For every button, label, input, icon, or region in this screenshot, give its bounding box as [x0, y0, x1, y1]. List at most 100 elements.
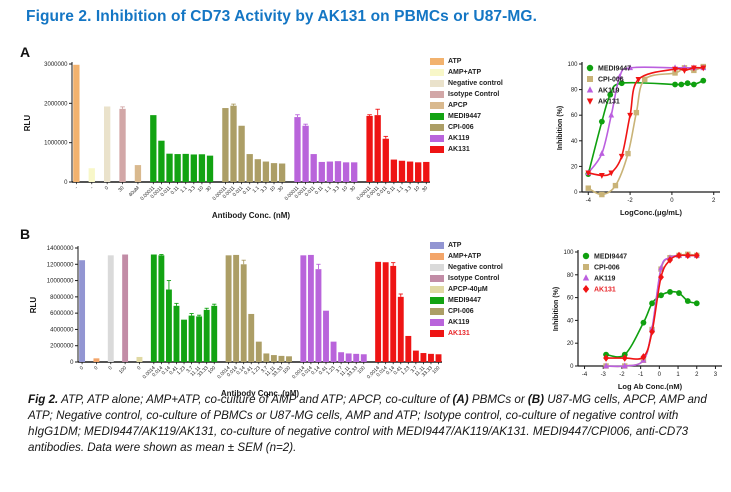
- bar: [248, 313, 255, 362]
- triangle-up-marker: [582, 274, 590, 281]
- bar: [198, 154, 206, 182]
- legend-item: APCP: [430, 101, 503, 109]
- y-tick-label: 6000000: [50, 311, 74, 317]
- bar: [173, 305, 180, 362]
- legend-swatch: [430, 123, 444, 131]
- bar: [165, 289, 172, 362]
- x-tick-label: 30: [277, 185, 285, 193]
- bar: [351, 162, 358, 182]
- x-tick-label: 100: [282, 365, 292, 375]
- legend-label: AMP+ATP: [448, 252, 482, 260]
- legend-label: Isotype Control: [448, 90, 500, 98]
- triangle-down-marker: [681, 68, 688, 74]
- legend-swatch: [430, 241, 444, 249]
- legend-label: AK131: [598, 99, 620, 106]
- bar: [323, 310, 329, 362]
- square-marker: [599, 191, 605, 198]
- x-tick-label: 0.11: [242, 185, 253, 196]
- legend-label: APCP: [448, 101, 468, 109]
- circle-marker: [684, 80, 691, 87]
- bar: [390, 159, 398, 182]
- legend-label: AK119: [448, 134, 470, 142]
- circle-marker: [582, 252, 590, 260]
- legend-item: AK131: [430, 329, 503, 337]
- bar: [366, 115, 373, 182]
- x-tick-label: -3: [601, 372, 607, 378]
- bar: [405, 335, 412, 362]
- circle-marker: [607, 91, 614, 98]
- legend-item: ATP: [430, 241, 503, 249]
- y-tick-label: 12000000: [47, 262, 74, 268]
- bar: [182, 153, 189, 182]
- bar: [294, 117, 301, 182]
- x-tick-label: 1.23: [325, 365, 336, 376]
- y-tick-label: 8000000: [50, 295, 74, 301]
- square-marker: [587, 76, 593, 82]
- bar: [263, 353, 270, 362]
- legend-item: AK119: [430, 134, 503, 142]
- bar: [270, 163, 278, 182]
- diamond-marker: [676, 251, 682, 260]
- y-tick-label: 20: [571, 164, 578, 170]
- bar: [230, 105, 237, 182]
- x-tick-label: 0.11: [314, 185, 325, 196]
- x-axis-title: Antibody Conc. (nM): [221, 389, 300, 398]
- y-tick-label: 3000000: [44, 62, 68, 68]
- legend-item: AMP+ATP: [430, 252, 503, 260]
- y-tick-label: 1000000: [44, 141, 68, 147]
- x-tick-label: -4: [582, 372, 588, 378]
- x-tick-label: 30: [421, 185, 429, 193]
- x-tick-label: 0: [658, 372, 662, 378]
- diamond-marker: [667, 256, 673, 264]
- legend-label: MEDI9447: [594, 254, 627, 261]
- figure-title: Figure 2. Inhibition of CD73 Activity by…: [26, 8, 537, 25]
- legend-swatch: [430, 296, 444, 304]
- y-axis-title: RLU: [29, 297, 38, 314]
- legend-swatch: [430, 329, 444, 337]
- triangle-up-marker: [586, 86, 594, 93]
- bar: [225, 255, 232, 362]
- triangle-down-marker: [635, 77, 642, 83]
- bar: [79, 260, 86, 362]
- triangle-up-marker: [616, 73, 623, 80]
- x-tick-label: 2: [695, 372, 699, 378]
- bar: [374, 115, 381, 182]
- square-marker: [672, 70, 678, 76]
- triangle-up-marker: [621, 362, 628, 369]
- diamond-marker: [603, 354, 609, 362]
- y-axis-title: Inhibition (%): [557, 106, 564, 150]
- y-tick-label: 0: [64, 180, 68, 186]
- circle-marker: [586, 64, 594, 72]
- legend-label: Isotype Control: [448, 274, 500, 282]
- legend-label: AK119: [594, 276, 616, 283]
- y-tick-label: 80: [571, 88, 578, 94]
- y-tick-label: 14000000: [47, 246, 74, 252]
- triangle-up-marker: [627, 64, 633, 71]
- square-marker: [585, 185, 591, 191]
- bar: [270, 355, 277, 362]
- legend-swatch: [430, 112, 444, 120]
- figure-caption: Fig 2. ATP, ATP alone; AMP+ATP, co-cultu…: [28, 392, 722, 456]
- triangle-down-marker: [598, 173, 605, 179]
- legend-label: Negative control: [448, 79, 503, 87]
- bar: [196, 316, 203, 362]
- diamond-marker: [684, 251, 691, 260]
- legend-label: ATP: [448, 57, 462, 65]
- bar: [233, 254, 240, 362]
- legend-swatch: [430, 68, 444, 76]
- bar: [254, 159, 261, 182]
- bar: [166, 153, 173, 182]
- circle-marker: [693, 300, 700, 307]
- legend-swatch: [430, 274, 444, 282]
- legend-item: Negative control: [430, 79, 503, 87]
- circle-marker: [700, 77, 707, 84]
- legend-label: AK119: [448, 318, 470, 326]
- bar: [318, 161, 325, 182]
- x-tick-label: 0: [136, 365, 142, 371]
- legend-label: AK131: [448, 145, 470, 153]
- panel-a-line-chart: 0 20 40 60 80 100 -4 -2 0 2 Inhibition (%) LogConc.…: [557, 62, 720, 217]
- x-tick-label: 0: [107, 365, 113, 371]
- bar: [300, 255, 307, 362]
- diamond-marker: [640, 353, 647, 361]
- bar: [158, 140, 165, 182]
